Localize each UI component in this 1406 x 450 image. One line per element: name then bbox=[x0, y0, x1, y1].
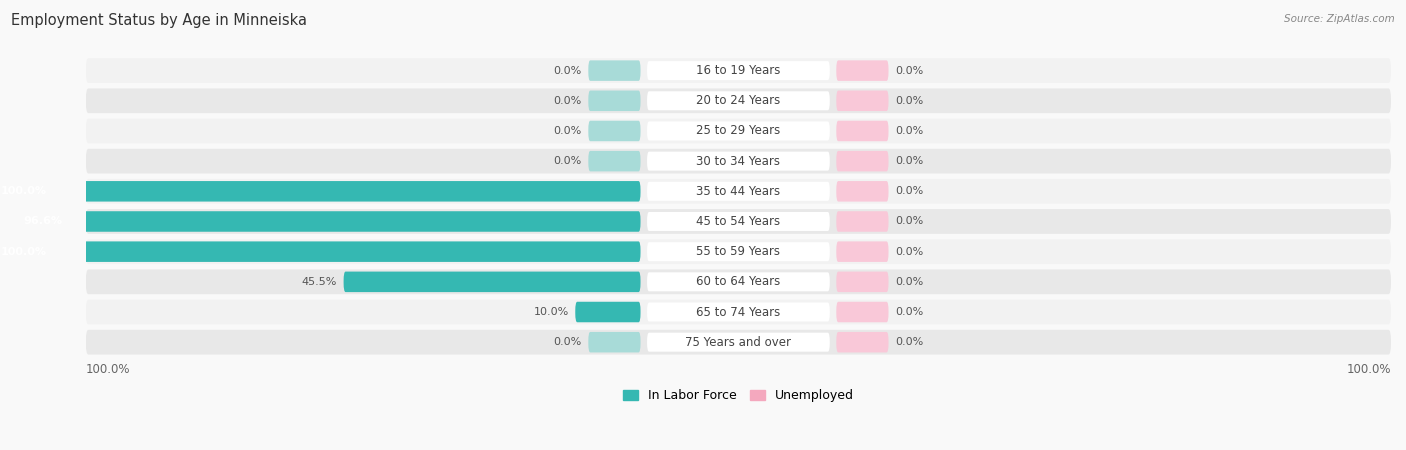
Text: 0.0%: 0.0% bbox=[554, 66, 582, 76]
Text: 16 to 19 Years: 16 to 19 Years bbox=[696, 64, 780, 77]
Text: 100.0%: 100.0% bbox=[86, 363, 131, 376]
Text: 0.0%: 0.0% bbox=[896, 216, 924, 226]
FancyBboxPatch shape bbox=[86, 209, 1391, 234]
Text: Source: ZipAtlas.com: Source: ZipAtlas.com bbox=[1284, 14, 1395, 23]
Text: 0.0%: 0.0% bbox=[554, 96, 582, 106]
Text: 0.0%: 0.0% bbox=[896, 277, 924, 287]
FancyBboxPatch shape bbox=[575, 302, 641, 322]
FancyBboxPatch shape bbox=[86, 119, 1391, 144]
Text: 0.0%: 0.0% bbox=[896, 186, 924, 196]
FancyBboxPatch shape bbox=[10, 211, 641, 232]
Text: 30 to 34 Years: 30 to 34 Years bbox=[696, 155, 780, 168]
Text: 100.0%: 100.0% bbox=[1, 247, 46, 256]
FancyBboxPatch shape bbox=[588, 332, 641, 352]
Text: 0.0%: 0.0% bbox=[896, 126, 924, 136]
Text: 55 to 59 Years: 55 to 59 Years bbox=[696, 245, 780, 258]
FancyBboxPatch shape bbox=[0, 241, 641, 262]
Text: 0.0%: 0.0% bbox=[896, 156, 924, 166]
FancyBboxPatch shape bbox=[0, 181, 641, 202]
Text: 0.0%: 0.0% bbox=[554, 156, 582, 166]
FancyBboxPatch shape bbox=[86, 149, 1391, 174]
FancyBboxPatch shape bbox=[837, 302, 889, 322]
Text: 20 to 24 Years: 20 to 24 Years bbox=[696, 94, 780, 107]
FancyBboxPatch shape bbox=[837, 332, 889, 352]
FancyBboxPatch shape bbox=[647, 272, 830, 291]
FancyBboxPatch shape bbox=[647, 333, 830, 352]
FancyBboxPatch shape bbox=[837, 121, 889, 141]
Text: 25 to 29 Years: 25 to 29 Years bbox=[696, 125, 780, 137]
FancyBboxPatch shape bbox=[647, 182, 830, 201]
FancyBboxPatch shape bbox=[647, 91, 830, 110]
FancyBboxPatch shape bbox=[588, 121, 641, 141]
FancyBboxPatch shape bbox=[837, 151, 889, 171]
Text: 0.0%: 0.0% bbox=[896, 247, 924, 256]
FancyBboxPatch shape bbox=[86, 179, 1391, 204]
Text: 45 to 54 Years: 45 to 54 Years bbox=[696, 215, 780, 228]
Text: 0.0%: 0.0% bbox=[896, 307, 924, 317]
Text: 45.5%: 45.5% bbox=[302, 277, 337, 287]
FancyBboxPatch shape bbox=[86, 270, 1391, 294]
FancyBboxPatch shape bbox=[837, 241, 889, 262]
FancyBboxPatch shape bbox=[837, 60, 889, 81]
Text: 100.0%: 100.0% bbox=[1, 186, 46, 196]
FancyBboxPatch shape bbox=[588, 151, 641, 171]
FancyBboxPatch shape bbox=[86, 58, 1391, 83]
Text: 0.0%: 0.0% bbox=[554, 337, 582, 347]
Text: 96.6%: 96.6% bbox=[22, 216, 62, 226]
FancyBboxPatch shape bbox=[837, 90, 889, 111]
Text: 10.0%: 10.0% bbox=[533, 307, 569, 317]
FancyBboxPatch shape bbox=[647, 212, 830, 231]
Text: 100.0%: 100.0% bbox=[1347, 363, 1391, 376]
Text: 65 to 74 Years: 65 to 74 Years bbox=[696, 306, 780, 319]
FancyBboxPatch shape bbox=[647, 61, 830, 80]
Legend: In Labor Force, Unemployed: In Labor Force, Unemployed bbox=[619, 384, 859, 407]
Text: 0.0%: 0.0% bbox=[896, 337, 924, 347]
FancyBboxPatch shape bbox=[647, 122, 830, 140]
FancyBboxPatch shape bbox=[588, 90, 641, 111]
FancyBboxPatch shape bbox=[837, 272, 889, 292]
FancyBboxPatch shape bbox=[86, 239, 1391, 264]
Text: 75 Years and over: 75 Years and over bbox=[685, 336, 792, 349]
FancyBboxPatch shape bbox=[647, 242, 830, 261]
Text: 35 to 44 Years: 35 to 44 Years bbox=[696, 185, 780, 198]
FancyBboxPatch shape bbox=[86, 330, 1391, 355]
FancyBboxPatch shape bbox=[837, 181, 889, 202]
FancyBboxPatch shape bbox=[647, 152, 830, 171]
Text: 0.0%: 0.0% bbox=[896, 66, 924, 76]
Text: Employment Status by Age in Minneiska: Employment Status by Age in Minneiska bbox=[11, 14, 308, 28]
FancyBboxPatch shape bbox=[588, 60, 641, 81]
FancyBboxPatch shape bbox=[837, 211, 889, 232]
Text: 0.0%: 0.0% bbox=[554, 126, 582, 136]
Text: 60 to 64 Years: 60 to 64 Years bbox=[696, 275, 780, 288]
Text: 0.0%: 0.0% bbox=[896, 96, 924, 106]
FancyBboxPatch shape bbox=[343, 272, 641, 292]
FancyBboxPatch shape bbox=[86, 88, 1391, 113]
FancyBboxPatch shape bbox=[86, 300, 1391, 324]
FancyBboxPatch shape bbox=[647, 302, 830, 321]
